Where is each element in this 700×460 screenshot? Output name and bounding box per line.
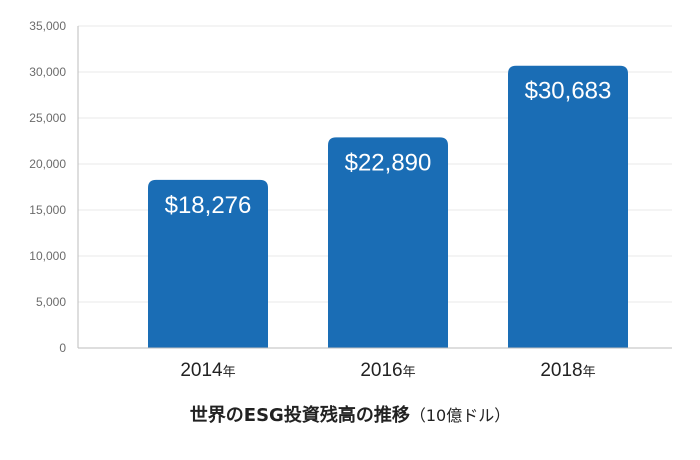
y-tick-label: 25,000 (29, 111, 66, 125)
y-tick-label: 10,000 (29, 249, 66, 263)
x-axis: 2014年 2016年 2018年 (78, 347, 672, 381)
y-tick-label: 5,000 (36, 295, 66, 309)
bar (328, 137, 448, 348)
chart-title: 世界のESG投資残高の推移（10億ドル） (190, 404, 510, 426)
y-tick-label: 30,000 (29, 65, 66, 79)
y-tick-label: 20,000 (29, 157, 66, 171)
bars: $18,276 $22,890 $30,683 (148, 65, 628, 348)
x-tick-label: 2018年 (540, 360, 595, 381)
y-axis: 0 5,000 10,000 15,000 20,000 25,000 30,000 35,0… (29, 19, 79, 355)
data-label: $22,890 (345, 149, 432, 176)
x-tick-label: 2016年 (360, 360, 415, 381)
y-tick-label: 15,000 (29, 203, 66, 217)
y-tick-label: 35,000 (29, 19, 66, 33)
x-tick-label: 2014年 (180, 360, 235, 381)
data-label: $30,683 (525, 78, 612, 105)
y-tick-label: 0 (59, 341, 66, 355)
data-label: $18,276 (165, 192, 252, 219)
chart-title-unit: （10億ドル） (410, 406, 510, 425)
bar (148, 179, 268, 348)
bar (508, 65, 628, 348)
